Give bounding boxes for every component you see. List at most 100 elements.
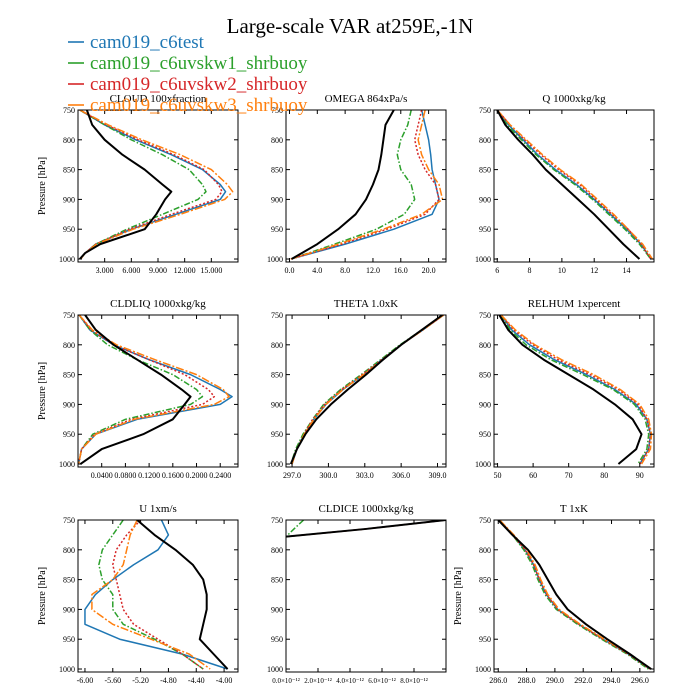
y-tick-label: 900 bbox=[271, 400, 283, 409]
y-tick-label: 750 bbox=[63, 106, 75, 115]
figure-title: Large-scale VAR at259E,-1N bbox=[227, 14, 474, 38]
y-tick-label: 800 bbox=[63, 136, 75, 145]
series-line-2 bbox=[500, 315, 650, 465]
x-tick-label: -4.00 bbox=[216, 676, 233, 685]
series-line-3 bbox=[78, 315, 216, 465]
series-line-reference bbox=[291, 110, 395, 260]
y-tick-label: 850 bbox=[479, 371, 491, 380]
plot-area bbox=[496, 110, 654, 260]
y-tick-label: 900 bbox=[271, 605, 283, 614]
x-tick-label: 0.0×10⁻¹² bbox=[272, 677, 300, 685]
x-tick-label: 0.1600 bbox=[162, 471, 184, 480]
y-tick-label: 750 bbox=[271, 106, 283, 115]
panel-title: RELHUM 1xpercent bbox=[528, 298, 621, 310]
y-tick-label: 900 bbox=[63, 605, 75, 614]
x-tick-label: 306.0 bbox=[392, 471, 410, 480]
x-tick-label: 297.0 bbox=[283, 471, 301, 480]
y-tick-label: 1000 bbox=[475, 460, 491, 469]
series-line-2 bbox=[290, 110, 416, 260]
panel-title: OMEGA 864xPa/s bbox=[325, 93, 408, 105]
y-tick-label: 800 bbox=[479, 341, 491, 350]
y-tick-label: 750 bbox=[479, 106, 491, 115]
y-tick-label: 950 bbox=[271, 635, 283, 644]
panel-title: T 1xK bbox=[560, 503, 588, 515]
x-tick-label: -4.40 bbox=[188, 676, 205, 685]
x-tick-label: 20.0 bbox=[422, 266, 436, 275]
series-line-1 bbox=[291, 315, 445, 465]
series-line-reference bbox=[289, 315, 443, 465]
legend-entry: cam019_c6uvskw2_shrbuoy bbox=[90, 74, 308, 95]
y-tick-label: 800 bbox=[63, 341, 75, 350]
x-tick-label: 6 bbox=[495, 266, 499, 275]
plot-frame bbox=[493, 109, 655, 263]
x-tick-label: 90 bbox=[636, 471, 644, 480]
series-line-1 bbox=[499, 520, 651, 670]
x-tick-label: 296.0 bbox=[631, 676, 649, 685]
y-tick-label: 750 bbox=[271, 311, 283, 320]
plot-area bbox=[289, 315, 445, 465]
x-tick-label: 9.000 bbox=[149, 266, 167, 275]
y-tick-label: 900 bbox=[479, 400, 491, 409]
legend: cam019_c6testcam019_c6uvskw1_shrbuoycam0… bbox=[68, 32, 308, 116]
y-tick-label: 800 bbox=[271, 546, 283, 555]
y-tick-label: 1000 bbox=[475, 255, 491, 264]
series-line-4 bbox=[499, 520, 652, 670]
x-tick-label: 0.2400 bbox=[209, 471, 231, 480]
panel-title: Q 1000xkg/kg bbox=[542, 93, 606, 105]
x-tick-label: 8.0×10⁻¹² bbox=[400, 677, 428, 685]
y-axis-label: Pressure [hPa] bbox=[453, 567, 464, 625]
y-tick-label: 950 bbox=[479, 635, 491, 644]
panel-title: U 1xm/s bbox=[139, 503, 177, 515]
series-line-3 bbox=[290, 315, 445, 465]
series-line-reference bbox=[286, 520, 446, 538]
legend-entry: cam019_c6test bbox=[90, 32, 205, 53]
series-line-reference bbox=[496, 110, 641, 260]
x-tick-label: 303.0 bbox=[356, 471, 374, 480]
y-axis-label: Pressure [hPa] bbox=[37, 567, 48, 625]
y-tick-label: 900 bbox=[63, 195, 75, 204]
y-tick-label: 950 bbox=[63, 635, 75, 644]
x-tick-label: 60 bbox=[529, 471, 537, 480]
series-line-2 bbox=[290, 315, 445, 465]
y-tick-label: 850 bbox=[63, 371, 75, 380]
plot-area bbox=[79, 110, 234, 260]
panel-3: Q 1000xkg/kg 750 800 850 900 950 1000 6 8 10 12 14 bbox=[475, 93, 655, 275]
x-tick-label: 4.0 bbox=[312, 266, 322, 275]
y-tick-label: 800 bbox=[479, 136, 491, 145]
x-tick-label: 6.000 bbox=[122, 266, 140, 275]
y-tick-label: 1000 bbox=[59, 255, 75, 264]
x-tick-label: 290.0 bbox=[546, 676, 564, 685]
x-tick-label: 12.0 bbox=[366, 266, 380, 275]
y-axis-label: Pressure [hPa] bbox=[37, 362, 48, 420]
x-tick-label: 6.0×10⁻¹² bbox=[368, 677, 396, 685]
series-line-2 bbox=[496, 110, 652, 260]
y-tick-label: 800 bbox=[63, 546, 75, 555]
series-line-3 bbox=[499, 520, 651, 670]
series-line-1 bbox=[84, 520, 228, 670]
y-tick-label: 850 bbox=[479, 576, 491, 585]
series-line-reference bbox=[497, 520, 652, 670]
y-tick-label: 1000 bbox=[59, 460, 75, 469]
y-tick-label: 1000 bbox=[267, 255, 283, 264]
x-tick-label: 0.0 bbox=[284, 266, 294, 275]
plot-frame bbox=[77, 519, 239, 673]
series-line-2 bbox=[79, 110, 207, 260]
series-line-2 bbox=[499, 520, 649, 670]
series-line-4 bbox=[496, 110, 654, 260]
y-tick-label: 1000 bbox=[267, 665, 283, 674]
y-tick-label: 850 bbox=[63, 576, 75, 585]
plot-area bbox=[497, 520, 652, 670]
y-tick-label: 950 bbox=[271, 430, 283, 439]
plot-frame bbox=[285, 519, 447, 673]
x-tick-label: 294.0 bbox=[603, 676, 621, 685]
x-tick-label: 286.0 bbox=[489, 676, 507, 685]
plot-area bbox=[84, 520, 229, 670]
x-tick-label: 70 bbox=[565, 471, 573, 480]
y-tick-label: 800 bbox=[271, 136, 283, 145]
legend-entry: cam019_c6uvskw1_shrbuoy bbox=[90, 53, 308, 74]
y-tick-label: 1000 bbox=[475, 665, 491, 674]
y-tick-label: 750 bbox=[271, 516, 283, 525]
x-tick-label: 50 bbox=[494, 471, 502, 480]
